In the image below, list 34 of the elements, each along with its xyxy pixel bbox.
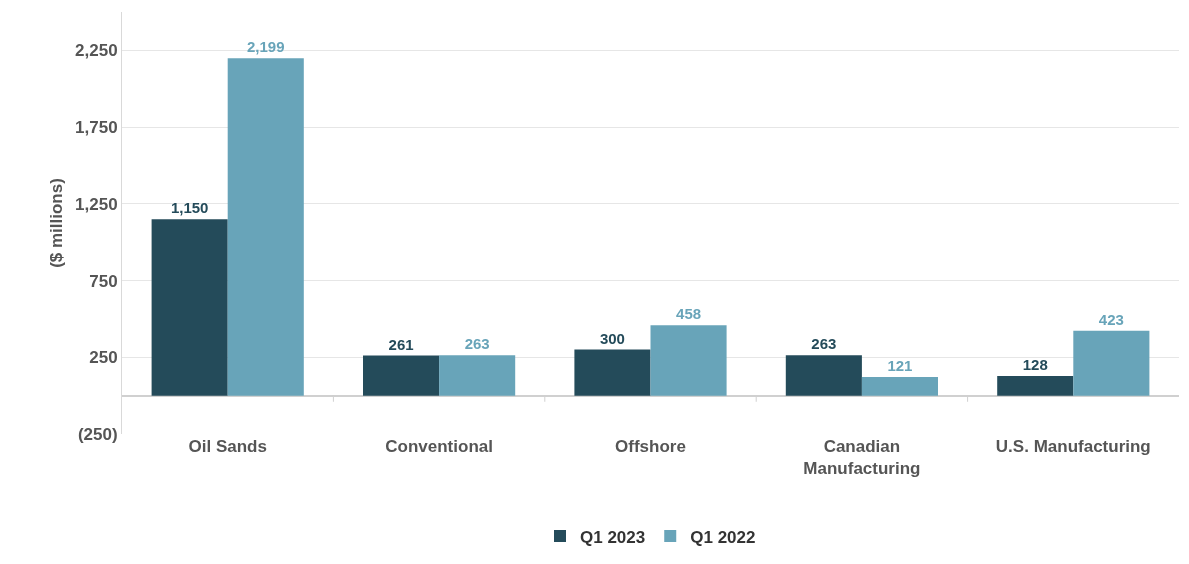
bar <box>785 355 862 396</box>
data-label: 263 <box>464 335 490 353</box>
bar <box>439 355 516 396</box>
x-tick-label: Offshore <box>615 437 686 456</box>
x-tick-label: U.S. Manufacturing <box>995 437 1151 456</box>
y-tick-label: 750 <box>89 271 118 291</box>
legend-label: Q1 2023 <box>580 527 646 547</box>
data-label: 121 <box>887 357 913 375</box>
bar <box>363 355 440 396</box>
x-tick-label: Oil Sands <box>188 437 267 456</box>
y-tick-label: 1,250 <box>75 194 118 214</box>
data-label: 263 <box>811 335 837 353</box>
data-label: 300 <box>599 329 625 347</box>
legend-label: Q1 2022 <box>690 527 756 547</box>
data-label: 2,199 <box>246 38 285 56</box>
bar <box>650 325 727 396</box>
data-label: 458 <box>676 305 702 323</box>
bar <box>1073 330 1150 396</box>
data-label: 1,150 <box>170 199 209 217</box>
data-label: 423 <box>1098 310 1124 328</box>
bar <box>861 377 938 396</box>
y-tick-label: 2,250 <box>75 41 118 61</box>
y-tick-label: 1,750 <box>75 118 118 138</box>
x-tick-label: Conventional <box>385 437 493 456</box>
bar <box>227 58 304 396</box>
y-tick-label: 250 <box>89 348 118 368</box>
bar <box>574 349 651 396</box>
x-tick-label: Canadian Manufacturing <box>803 437 921 479</box>
y-tick-label: (250) <box>77 424 118 444</box>
y-axis-title: ($ millions) <box>46 178 66 268</box>
bar <box>151 219 228 396</box>
bar <box>997 375 1074 396</box>
data-label: 261 <box>388 335 414 353</box>
data-label: 128 <box>1022 355 1048 373</box>
